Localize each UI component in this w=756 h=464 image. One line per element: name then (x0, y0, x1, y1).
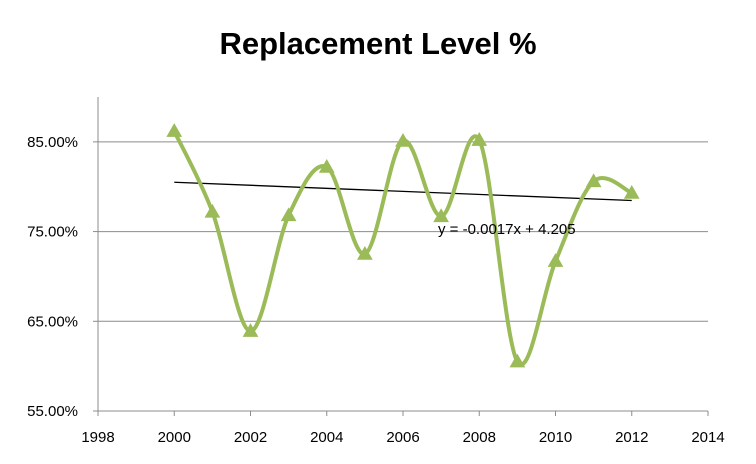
x-tick-label: 2004 (310, 429, 343, 446)
trendline (174, 181, 632, 202)
series-line (172, 130, 633, 367)
data-point-triangle (471, 132, 488, 146)
data-point-triangle (395, 132, 411, 147)
x-tick-label: 2012 (615, 429, 648, 446)
x-tick-label: 1998 (81, 429, 114, 446)
x-tick-label: 2002 (234, 429, 267, 446)
chart-title: Replacement Level % (219, 26, 537, 61)
x-tick-label: 2014 (691, 429, 724, 446)
data-point-triangle (280, 207, 297, 222)
trendline-equation: y = -0.0017x + 4.205 (438, 221, 576, 238)
labels-group: 55.00% 65.00% 75.00% 85.00% 1998 2000 2002 2004… (27, 134, 725, 446)
y-tick-label: 55.00% (27, 403, 78, 420)
data-point-triangle (242, 323, 259, 337)
y-tick-label: 65.00% (27, 313, 78, 330)
x-tick-label: 2010 (539, 429, 572, 446)
y-tick-label: 75.00% (27, 224, 78, 241)
x-tick-label: 2006 (386, 429, 419, 446)
y-tick-label: 85.00% (27, 134, 78, 151)
data-point-triangle (509, 353, 526, 368)
data-point-triangle (204, 203, 221, 218)
data-point-triangle (585, 173, 602, 188)
data-point-triangle (433, 208, 449, 223)
trendline-group (174, 181, 632, 202)
data-point-triangle (318, 158, 335, 173)
data-point-triangle (166, 123, 183, 137)
gridlines (98, 141, 708, 322)
data-point-triangle (623, 184, 640, 199)
axes (93, 97, 709, 416)
series-group (166, 123, 640, 368)
data-point-triangle (357, 245, 373, 260)
data-point-triangle (547, 253, 564, 267)
x-tick-label: 2008 (463, 429, 496, 446)
x-tick-label: 2000 (158, 429, 191, 446)
